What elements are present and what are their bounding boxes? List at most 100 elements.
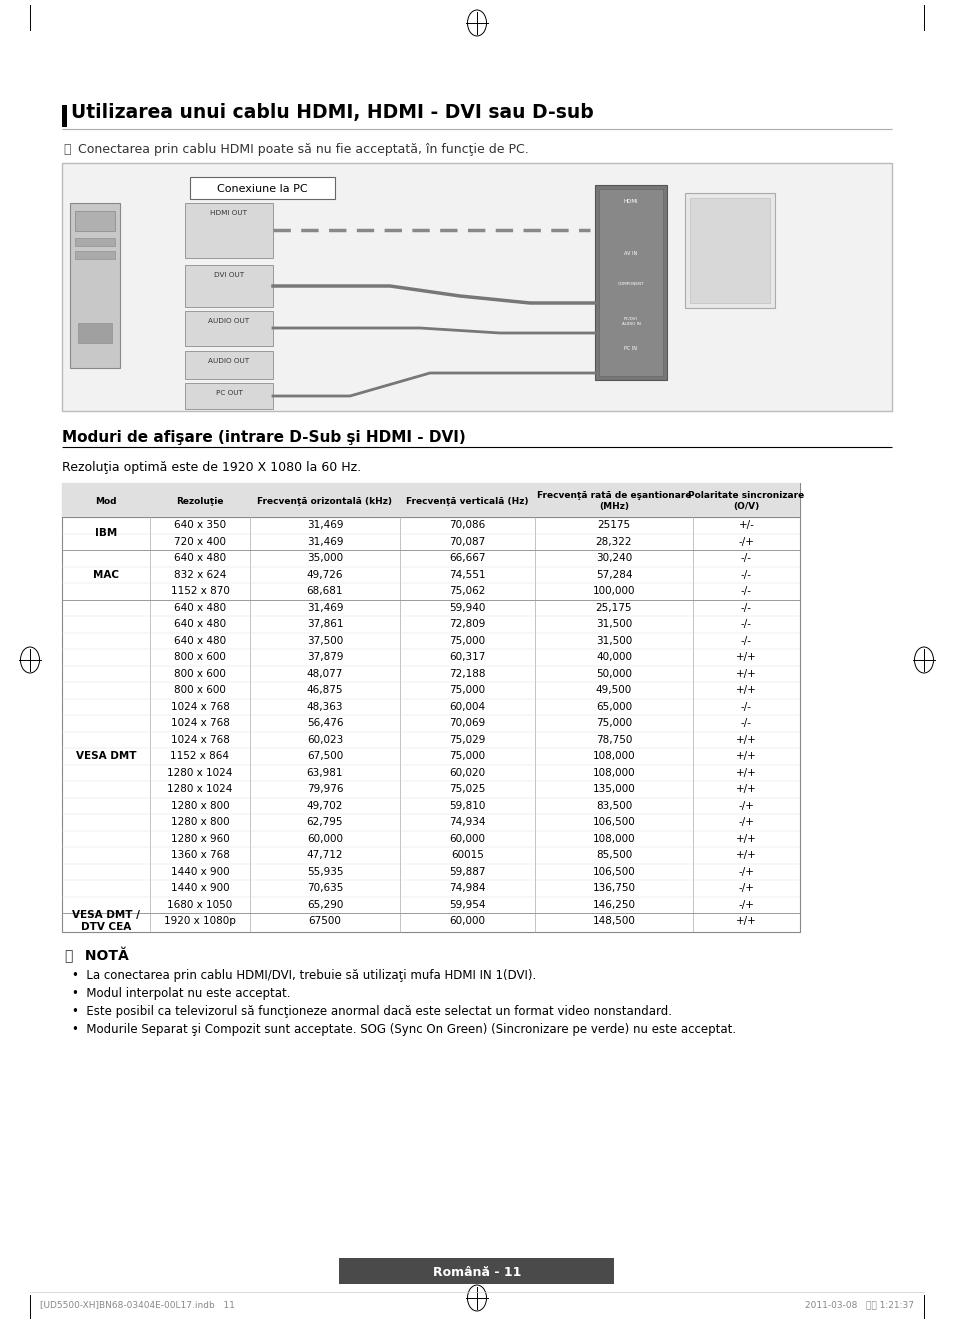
Text: Conectarea prin cablu HDMI poate să nu fie acceptată, în funcţie de PC.: Conectarea prin cablu HDMI poate să nu f… xyxy=(78,143,528,156)
Text: 59,954: 59,954 xyxy=(449,900,485,910)
Text: 640 x 480: 640 x 480 xyxy=(173,553,226,563)
Text: Conexiune la PC: Conexiune la PC xyxy=(217,184,308,194)
Text: 720 x 400: 720 x 400 xyxy=(173,536,226,547)
Bar xyxy=(185,203,273,258)
Text: 65,000: 65,000 xyxy=(596,701,632,712)
Text: 25175: 25175 xyxy=(597,520,630,530)
Text: 800 x 600: 800 x 600 xyxy=(173,668,226,679)
Text: +/+: +/+ xyxy=(736,917,756,926)
Text: Frecvenţă verticală (Hz): Frecvenţă verticală (Hz) xyxy=(406,497,528,506)
Bar xyxy=(185,351,273,379)
Text: 1680 x 1050: 1680 x 1050 xyxy=(167,900,233,910)
Text: +/+: +/+ xyxy=(736,785,756,794)
Text: +/+: +/+ xyxy=(736,668,756,679)
Text: 62,795: 62,795 xyxy=(307,818,343,827)
Text: 47,712: 47,712 xyxy=(307,851,343,860)
Text: 75,000: 75,000 xyxy=(596,719,632,728)
Text: 67500: 67500 xyxy=(308,917,341,926)
Text: MAC: MAC xyxy=(92,569,119,580)
Text: Moduri de afişare (intrare D-Sub şi HDMI - DVI): Moduri de afişare (intrare D-Sub şi HDMI… xyxy=(62,431,465,445)
Text: 56,476: 56,476 xyxy=(307,719,343,728)
Text: 60,000: 60,000 xyxy=(307,834,343,844)
Text: 60,004: 60,004 xyxy=(449,701,485,712)
Text: -/+: -/+ xyxy=(738,867,754,877)
Text: Polaritate sincronizare
(O/V): Polaritate sincronizare (O/V) xyxy=(688,491,803,511)
Bar xyxy=(689,198,769,303)
Text: 800 x 600: 800 x 600 xyxy=(173,686,226,695)
Text: 1152 x 864: 1152 x 864 xyxy=(171,752,230,761)
Text: 85,500: 85,500 xyxy=(596,851,632,860)
Text: 640 x 350: 640 x 350 xyxy=(173,520,226,530)
Text: 60,000: 60,000 xyxy=(449,834,485,844)
Text: 31,469: 31,469 xyxy=(307,536,343,547)
Text: 1920 x 1080p: 1920 x 1080p xyxy=(164,917,235,926)
Text: 59,810: 59,810 xyxy=(449,801,485,811)
Text: 63,981: 63,981 xyxy=(307,768,343,778)
Text: +/+: +/+ xyxy=(736,834,756,844)
Text: 800 x 600: 800 x 600 xyxy=(173,653,226,662)
Text: •  Modul interpolat nu este acceptat.: • Modul interpolat nu este acceptat. xyxy=(71,988,291,1000)
Text: -/+: -/+ xyxy=(738,884,754,893)
Text: 1440 x 900: 1440 x 900 xyxy=(171,867,229,877)
Text: 49,500: 49,500 xyxy=(596,686,632,695)
Text: -/-: -/- xyxy=(740,587,751,596)
Text: •  Modurile Separat şi Compozit sunt acceptate. SOG (Sync On Green) (Sincronizar: • Modurile Separat şi Compozit sunt acce… xyxy=(71,1024,736,1037)
Text: 31,500: 31,500 xyxy=(596,620,632,629)
Text: 1280 x 800: 1280 x 800 xyxy=(171,801,229,811)
Bar xyxy=(185,383,273,410)
Text: HDMI OUT: HDMI OUT xyxy=(211,210,247,217)
Text: 1024 x 768: 1024 x 768 xyxy=(171,719,230,728)
Text: 72,809: 72,809 xyxy=(449,620,485,629)
Text: -/-: -/- xyxy=(740,635,751,646)
Bar xyxy=(62,483,800,931)
Text: 640 x 480: 640 x 480 xyxy=(173,602,226,613)
Text: 70,087: 70,087 xyxy=(449,536,485,547)
Text: 75,029: 75,029 xyxy=(449,734,485,745)
Text: 65,290: 65,290 xyxy=(307,900,343,910)
Text: 40,000: 40,000 xyxy=(596,653,631,662)
Text: AUDIO OUT: AUDIO OUT xyxy=(208,358,250,365)
Text: 59,887: 59,887 xyxy=(449,867,485,877)
Text: 31,469: 31,469 xyxy=(307,520,343,530)
Text: +/+: +/+ xyxy=(736,686,756,695)
Text: •  La conectarea prin cablu HDMI/DVI, trebuie să utilizaţi mufa HDMI IN 1(DVI).: • La conectarea prin cablu HDMI/DVI, tre… xyxy=(71,970,536,983)
Text: 75,025: 75,025 xyxy=(449,785,485,794)
Text: PC IN: PC IN xyxy=(624,346,637,351)
Text: 60,020: 60,020 xyxy=(449,768,485,778)
Text: 108,000: 108,000 xyxy=(592,752,635,761)
Text: -/-: -/- xyxy=(740,569,751,580)
Text: 100,000: 100,000 xyxy=(592,587,635,596)
Text: DVI OUT: DVI OUT xyxy=(213,272,244,277)
Text: +/+: +/+ xyxy=(736,653,756,662)
Bar xyxy=(62,104,67,127)
Text: 79,976: 79,976 xyxy=(307,785,343,794)
Text: PC OUT: PC OUT xyxy=(215,390,242,396)
Text: ⓘ: ⓘ xyxy=(63,143,71,156)
Text: 46,875: 46,875 xyxy=(307,686,343,695)
Text: 832 x 624: 832 x 624 xyxy=(173,569,226,580)
Text: AUDIO OUT: AUDIO OUT xyxy=(208,318,250,324)
Text: 75,062: 75,062 xyxy=(449,587,485,596)
Text: 25,175: 25,175 xyxy=(595,602,632,613)
Text: 37,500: 37,500 xyxy=(307,635,343,646)
Bar xyxy=(75,251,115,259)
Bar xyxy=(62,483,800,517)
Text: 37,879: 37,879 xyxy=(307,653,343,662)
Text: 68,681: 68,681 xyxy=(307,587,343,596)
Text: 1152 x 870: 1152 x 870 xyxy=(171,587,230,596)
Text: -/+: -/+ xyxy=(738,818,754,827)
Text: Română - 11: Română - 11 xyxy=(433,1266,520,1279)
Text: ⓘ: ⓘ xyxy=(64,950,72,963)
Text: -/-: -/- xyxy=(740,701,751,712)
Text: 1024 x 768: 1024 x 768 xyxy=(171,701,230,712)
Bar xyxy=(70,203,120,369)
Text: -/-: -/- xyxy=(740,602,751,613)
Text: +/-: +/- xyxy=(738,520,754,530)
Bar xyxy=(185,266,273,306)
Text: 37,861: 37,861 xyxy=(307,620,343,629)
Text: 49,726: 49,726 xyxy=(307,569,343,580)
Text: Rezoluţia optimă este de 1920 X 1080 la 60 Hz.: Rezoluţia optimă este de 1920 X 1080 la … xyxy=(62,461,361,474)
Text: 2011-03-08   오전 1:21:37: 2011-03-08 오전 1:21:37 xyxy=(804,1300,913,1309)
Bar xyxy=(185,310,273,346)
Text: 48,363: 48,363 xyxy=(307,701,343,712)
